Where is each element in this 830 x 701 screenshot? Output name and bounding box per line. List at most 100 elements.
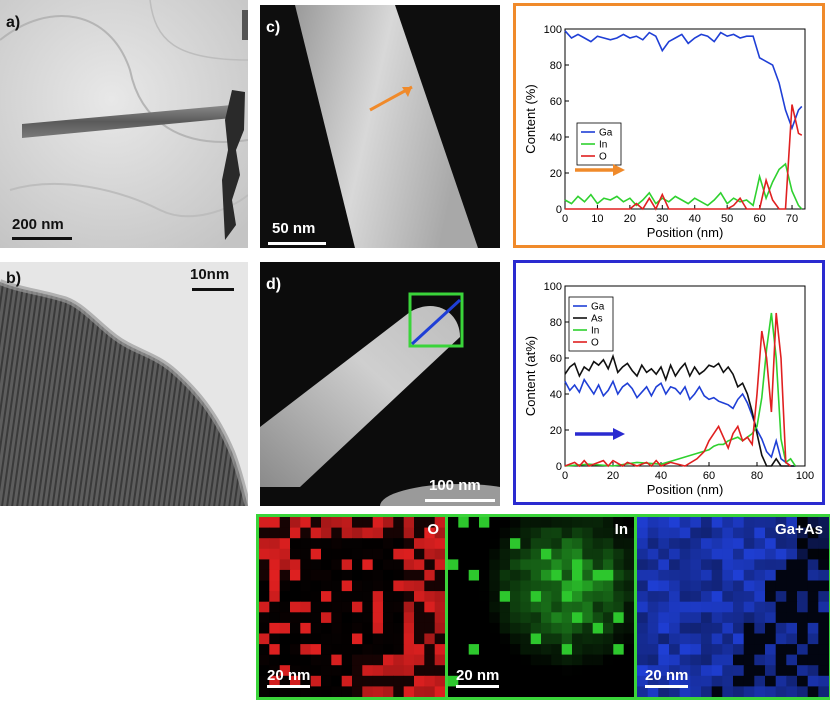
map-pixel [711, 569, 723, 581]
map-pixel [458, 538, 470, 550]
map-pixel [775, 559, 787, 571]
map-pixel [701, 644, 713, 656]
map-pixel [448, 665, 459, 677]
map-pixel [414, 622, 425, 634]
map-pixel [592, 548, 604, 560]
map-pixel [448, 569, 459, 581]
map-pixel [530, 644, 542, 656]
map-pixel [754, 569, 766, 581]
map-pixel [775, 612, 787, 624]
map-pixel [352, 538, 363, 550]
map-pixel [362, 665, 374, 677]
map-pixel [520, 654, 532, 666]
map-pixel [458, 654, 470, 666]
map-pixel [259, 601, 270, 613]
map-pixel [786, 675, 798, 687]
map-pixel [797, 601, 809, 613]
map-pixel [775, 601, 787, 613]
map-pixel [290, 569, 301, 581]
map-pixel [690, 559, 702, 571]
map-pixel [786, 665, 798, 677]
map-pixel [269, 686, 281, 697]
map-pixel [613, 580, 625, 592]
map-pixel [690, 569, 702, 581]
map-pixel [372, 686, 384, 697]
panel-b-scale-line [192, 288, 234, 291]
legend-label-o: O [599, 152, 607, 163]
map-pixel [623, 517, 634, 529]
map-pixel [510, 654, 521, 666]
map-pixel [321, 591, 332, 603]
map-pixel [722, 591, 734, 603]
map-pixel [561, 654, 573, 666]
map-pixel [479, 612, 490, 624]
map-pixel [647, 601, 659, 613]
map-pixel [458, 580, 470, 592]
map-pixel [479, 633, 490, 645]
map-pixel [561, 665, 573, 677]
map-pixel [647, 612, 659, 624]
map-pixel [765, 675, 777, 687]
map-pixel [510, 675, 521, 687]
map-pixel [372, 591, 384, 603]
map-pixel [468, 559, 480, 571]
map-pixel [489, 612, 501, 624]
map-pixel [269, 580, 281, 592]
map-pixel [341, 527, 353, 539]
map-pixel [561, 527, 573, 539]
map-pixel [797, 517, 809, 529]
map-pixel [259, 622, 270, 634]
map-pixel [352, 686, 363, 697]
map-pixel [499, 559, 511, 571]
map-pixel [321, 633, 332, 645]
map-pixel [603, 633, 614, 645]
map-pixel [786, 569, 798, 581]
map-pixel [679, 622, 691, 634]
map-pixel [541, 601, 552, 613]
map-pixel [711, 686, 723, 697]
map-pixel [489, 675, 501, 687]
map-pixel [403, 601, 415, 613]
map-pixel [383, 517, 394, 529]
map-pixel [807, 548, 819, 560]
map-pixel [458, 569, 470, 581]
map-pixel [679, 601, 691, 613]
map-pixel [765, 686, 777, 697]
map-pixel [613, 559, 625, 571]
map-pixel [434, 580, 445, 592]
map-pixel [279, 686, 291, 697]
map-pixel [690, 665, 702, 677]
map-pixel [510, 580, 521, 592]
map-pixel [754, 601, 766, 613]
map-pixel [647, 665, 659, 677]
map-pixel [300, 601, 312, 613]
map-pixel [290, 580, 301, 592]
map-pixel [352, 527, 363, 539]
map-pixel [372, 612, 384, 624]
map-pixel [669, 527, 681, 539]
map-pixel [679, 675, 691, 687]
map-pixel [786, 591, 798, 603]
map-pixel [468, 675, 480, 687]
map-pixel [582, 559, 594, 571]
map-pixel [520, 665, 532, 677]
map-pixel [743, 622, 755, 634]
map-pixel [690, 622, 702, 634]
map-pixel [722, 559, 734, 571]
map-pixel [310, 591, 322, 603]
map-pixel [352, 559, 363, 571]
map-pixel [775, 548, 787, 560]
map-pixel [530, 622, 542, 634]
map-pixel [362, 654, 374, 666]
map-pixel [279, 665, 291, 677]
map-pixel [530, 527, 542, 539]
map-pixel [775, 675, 787, 687]
map-pixel [479, 527, 490, 539]
map-pixel [623, 665, 634, 677]
map-pixel [331, 654, 343, 666]
map-pixel [372, 517, 384, 529]
map-pixel [669, 665, 681, 677]
map-pixel [623, 686, 634, 697]
map-pixel [711, 591, 723, 603]
map-pixel [530, 559, 542, 571]
